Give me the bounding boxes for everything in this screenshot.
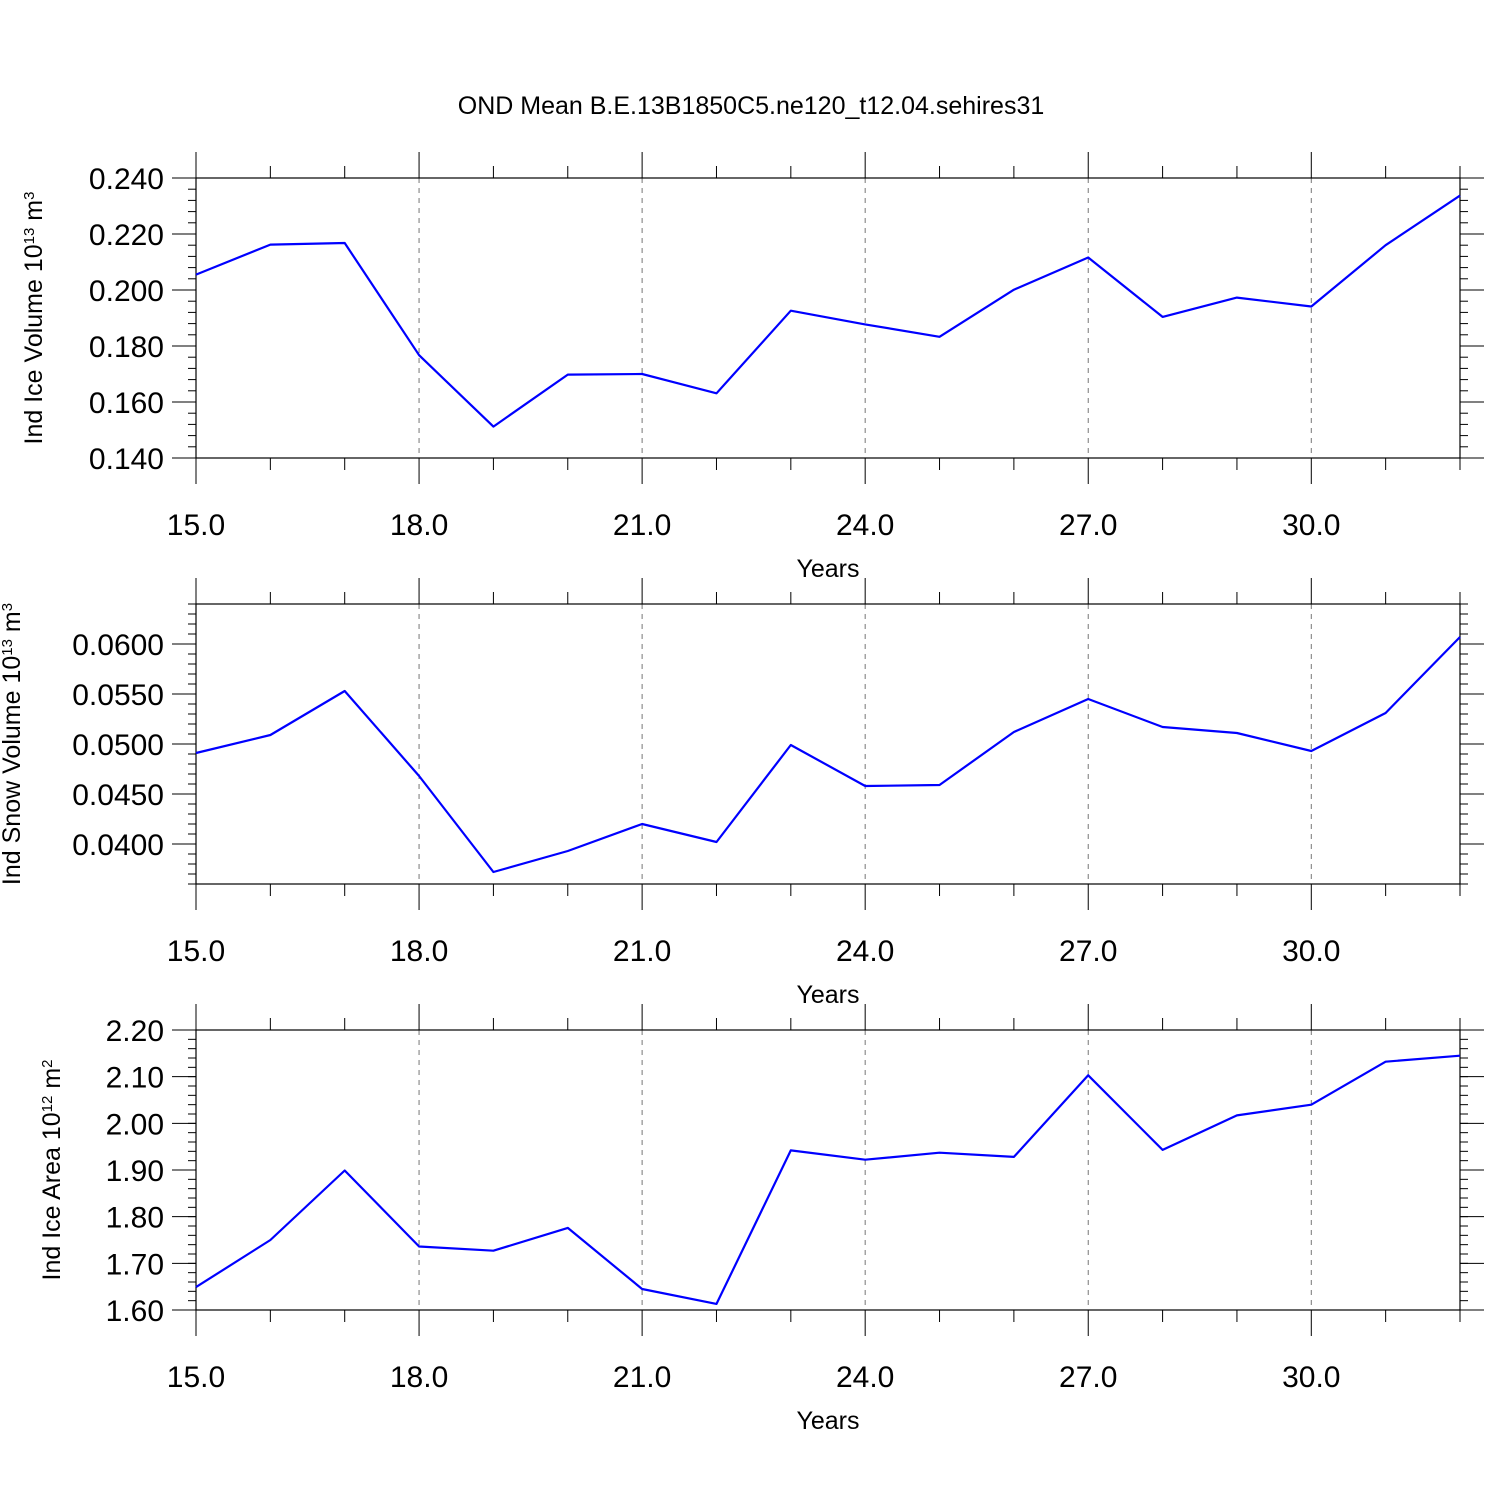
plot-frame [195, 603, 1461, 885]
x-tick-label: 24.0 [836, 935, 894, 968]
x-tick-label: 21.0 [613, 935, 671, 968]
y-axis-title-superscript: 3 [21, 192, 38, 200]
x-tick-label: 15.0 [167, 935, 225, 968]
y-tick-label: 1.70 [106, 1248, 164, 1281]
panel-1: 0.140 0.160 0.180 0.200 0.220 0.240 15.0 18.0 21… [20, 152, 1484, 583]
y-tick-label: 0.220 [89, 219, 164, 252]
y-tick-label: 0.160 [89, 387, 164, 420]
x-tick-label: 30.0 [1282, 1361, 1340, 1394]
x-tick-label: 24.0 [836, 509, 894, 542]
x-tick-label: 18.0 [390, 1361, 448, 1394]
y-tick-label: 2.20 [106, 1015, 164, 1048]
y-axis-title-superscript: 2 [39, 1060, 56, 1068]
figure-title: OND Mean B.E.13B1850C5.ne120_t12.04.sehi… [458, 92, 1045, 120]
y-axis-title-part: Ind Snow Volume 10 [0, 656, 26, 885]
x-tick-label: 24.0 [836, 1361, 894, 1394]
x-tick-label: 27.0 [1059, 935, 1117, 968]
y-tick-label: 0.0400 [72, 829, 164, 862]
y-axis-title-part: Ind Ice Area 10 [38, 1112, 66, 1280]
x-tick-label: 18.0 [390, 509, 448, 542]
y-tick-label: 1.90 [106, 1155, 164, 1188]
x-tick-label: 15.0 [167, 509, 225, 542]
y-axis-title-superscript: 12 [39, 1096, 56, 1113]
x-tick-label: 21.0 [613, 1361, 671, 1394]
plot-frame [195, 177, 1461, 459]
y-axis-title-part: m [20, 200, 48, 228]
plot-frame [195, 1029, 1461, 1311]
y-tick-label: 0.180 [89, 331, 164, 364]
series-line [195, 194, 1461, 428]
x-axis-title: Years [796, 555, 859, 583]
x-tick-label: 30.0 [1282, 935, 1340, 968]
y-tick-label: 1.80 [106, 1202, 164, 1235]
y-tick-label: 0.140 [89, 443, 164, 476]
y-axis-title-part: m [0, 611, 26, 639]
panel-2: 0.0400 0.0450 0.0500 0.0550 0.0600 15.0 18.0 21… [0, 578, 1484, 1009]
x-tick-label: 18.0 [390, 935, 448, 968]
x-axis-title: Years [796, 1407, 859, 1435]
y-tick-label: 0.0450 [72, 779, 164, 812]
y-tick-label: 0.0600 [72, 629, 164, 662]
x-tick-label: 15.0 [167, 1361, 225, 1394]
y-axis-title-superscript: 13 [21, 228, 38, 245]
panel-3: 1.60 1.70 1.80 1.90 2.00 2.10 2.20 15.0 18.0 21.0… [38, 1004, 1484, 1435]
y-axis-title-part: m [38, 1068, 66, 1096]
y-axis-title: Ind Snow Volume 1013 m3 [0, 603, 26, 885]
x-tick-label: 30.0 [1282, 509, 1340, 542]
series-line [195, 636, 1461, 874]
x-tick-label: 27.0 [1059, 1361, 1117, 1394]
y-tick-label: 2.10 [106, 1062, 164, 1095]
series-line [195, 1054, 1461, 1306]
y-tick-label: 0.0550 [72, 679, 164, 712]
y-tick-label: 1.60 [106, 1295, 164, 1328]
x-tick-label: 27.0 [1059, 509, 1117, 542]
y-tick-label: 0.240 [89, 163, 164, 196]
y-axis-title-part: Ind Ice Volume 10 [20, 244, 48, 444]
y-tick-label: 0.0500 [72, 729, 164, 762]
y-tick-label: 0.200 [89, 275, 164, 308]
y-axis-title-superscript: 3 [0, 603, 16, 611]
y-tick-label: 2.00 [106, 1108, 164, 1141]
y-axis-title-superscript: 13 [0, 639, 16, 656]
y-axis-title: Ind Ice Volume 1013 m3 [20, 192, 48, 445]
x-axis-title: Years [796, 981, 859, 1009]
x-tick-label: 21.0 [613, 509, 671, 542]
y-axis-title: Ind Ice Area 1012 m2 [38, 1060, 66, 1281]
